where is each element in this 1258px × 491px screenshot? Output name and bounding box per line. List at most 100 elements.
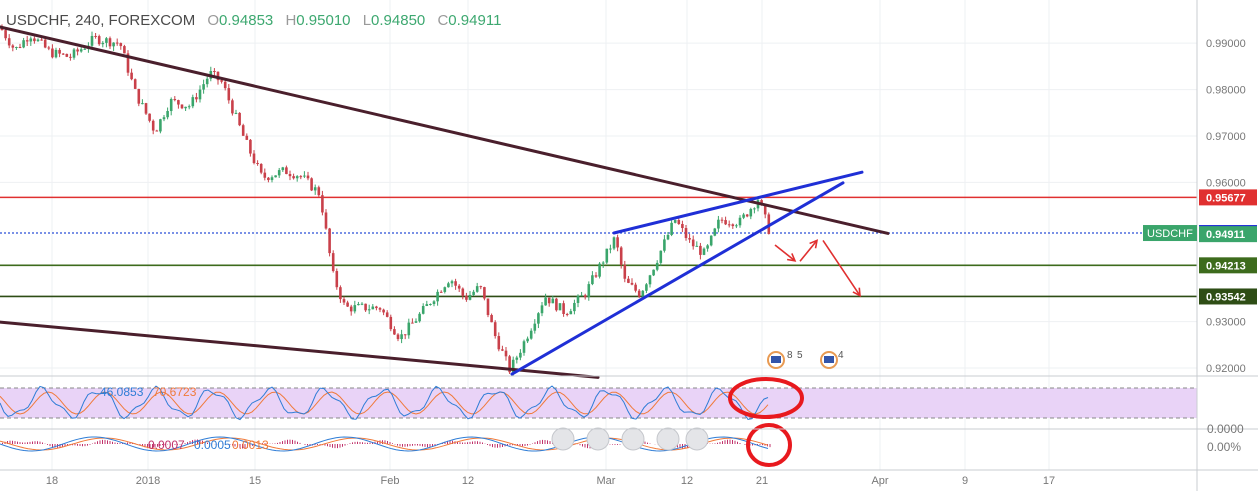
candle-body: [526, 338, 529, 342]
candle-body: [119, 43, 123, 47]
candle-body: [537, 313, 540, 324]
candle-body: [738, 217, 742, 226]
candle-body: [97, 36, 101, 45]
price-label-box[interactable]: [1199, 189, 1257, 206]
us-flag-event-icon[interactable]: [820, 351, 838, 369]
price-label-box[interactable]: [1199, 288, 1257, 305]
candle-body: [285, 167, 288, 175]
candle-body: [202, 84, 205, 90]
candle-body: [123, 46, 126, 54]
candle-body: [47, 47, 51, 49]
candle-body: [486, 298, 490, 316]
candle-body: [450, 281, 454, 284]
candle-body: [713, 228, 717, 236]
wedge-top-line[interactable]: [612, 170, 864, 235]
time-tick-label: 12: [681, 475, 693, 487]
candle-body: [594, 275, 598, 277]
event-bubble[interactable]: [551, 427, 575, 451]
macd-line-value: 0.0005: [194, 438, 231, 452]
candle-body: [569, 311, 573, 315]
wedge-bottom-line[interactable]: [510, 181, 845, 376]
candle-body: [112, 42, 115, 47]
candle-body: [483, 287, 486, 299]
candle-body: [393, 329, 396, 335]
candle-body: [414, 321, 418, 323]
candle-body: [695, 245, 699, 247]
candle-body: [540, 305, 544, 314]
candle-body: [645, 284, 648, 291]
candle-body: [15, 47, 18, 49]
candle-body: [213, 71, 216, 73]
candle-body: [292, 176, 295, 179]
event-bubble[interactable]: [621, 427, 645, 451]
symbol-tag-box[interactable]: [1143, 225, 1197, 242]
candle-body: [245, 135, 249, 140]
highlight-circle[interactable]: [728, 377, 804, 419]
candle-body: [155, 130, 159, 132]
candle-body: [353, 305, 357, 312]
price-label-box[interactable]: [1199, 226, 1257, 243]
candle-body: [400, 334, 403, 340]
upper-channel-line[interactable]: [0, 25, 890, 235]
candle-body: [511, 359, 515, 373]
price-label-box[interactable]: [1199, 257, 1257, 274]
candle-body: [605, 248, 609, 263]
candle-body: [655, 262, 659, 270]
candle-body: [583, 295, 587, 298]
candle-body: [101, 42, 105, 45]
trendlines[interactable]: [0, 25, 890, 379]
candle-body: [357, 303, 360, 306]
event-bubble[interactable]: [685, 427, 709, 451]
candle-body: [691, 239, 695, 247]
candle-body: [436, 291, 439, 302]
candle-body: [11, 45, 15, 48]
candle-body: [468, 294, 472, 300]
candle-body: [501, 349, 504, 351]
highlight-circle[interactable]: [746, 423, 792, 467]
candle-body: [403, 334, 407, 336]
close-value: 0.94911: [448, 12, 502, 29]
high-value: 0.95010: [296, 12, 351, 29]
lower-channel-line[interactable]: [0, 320, 600, 379]
candle-body: [627, 278, 630, 283]
candle-body: [7, 38, 11, 46]
candle-body: [515, 357, 519, 360]
candle-body: [493, 322, 497, 337]
candle-body: [598, 263, 601, 277]
candle-body: [475, 286, 479, 292]
candle-body: [457, 285, 461, 289]
candle-body: [677, 220, 681, 225]
candle-body: [198, 89, 202, 100]
candle-body: [25, 40, 29, 42]
candle-body: [688, 238, 691, 240]
time-tick-label: 9: [962, 475, 968, 487]
candle-body: [385, 312, 389, 317]
candle-body: [429, 303, 432, 305]
candle-body: [745, 214, 749, 217]
candle-body: [79, 49, 83, 52]
projection-arrow-shaft: [799, 239, 818, 262]
candle-body: [371, 306, 375, 310]
candle-body: [735, 225, 738, 227]
candlestick-series: [0, 24, 771, 377]
candle-body: [616, 237, 619, 248]
candle-body: [349, 306, 353, 312]
us-flag-event-icon[interactable]: [767, 351, 785, 369]
event-bubble[interactable]: [586, 427, 610, 451]
candle-body: [29, 38, 33, 42]
candle-body: [223, 81, 227, 89]
candle-body: [159, 119, 162, 132]
time-tick-label: Apr: [871, 475, 888, 487]
event-bubble[interactable]: [656, 427, 680, 451]
low-label: L: [362, 12, 372, 29]
candle-body: [148, 113, 151, 121]
symbol-tag-text: USDCHF: [1147, 228, 1193, 240]
candle-body: [346, 302, 349, 307]
candle-body: [681, 224, 684, 229]
candle-body: [609, 248, 612, 250]
candle-body: [184, 106, 187, 109]
candle-body: [443, 287, 447, 292]
macd-signal-value: 0.0013: [232, 438, 269, 452]
